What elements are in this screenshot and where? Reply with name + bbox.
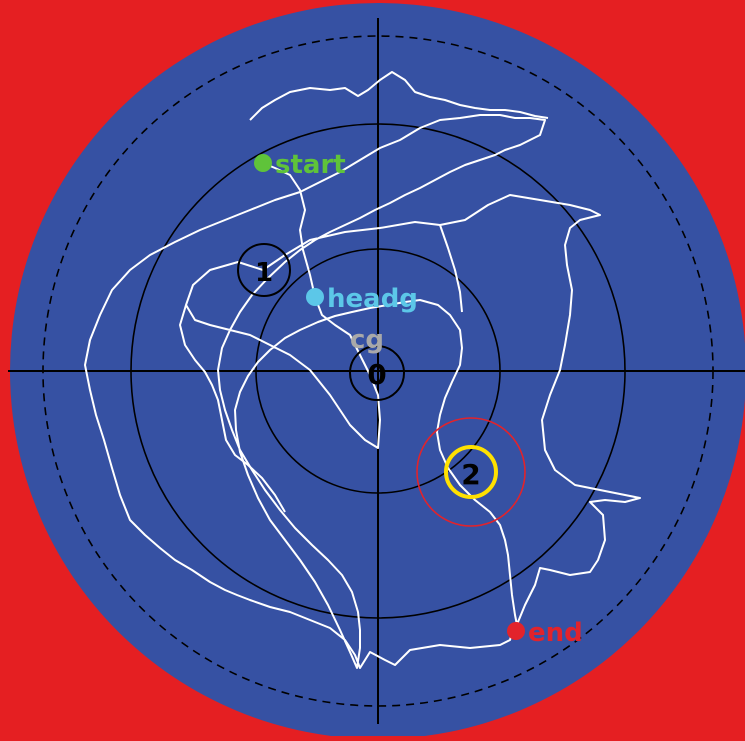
end-label: end [528,618,583,648]
start-dot [254,154,272,172]
swim-path-left-loop [179,304,286,513]
target-platform-ring [444,445,498,499]
platform-1-label: 1 [255,258,273,288]
end-dot [507,622,525,640]
swim-path [84,114,641,669]
swim-path-upper [249,71,549,121]
start-label: start [275,150,346,180]
inner-annulus [255,248,501,494]
cg-label: cg [350,325,384,355]
middle-annulus [130,123,626,619]
platform-0-label: 0 [367,358,386,391]
headg-dot [306,288,324,306]
target-zone-ring [416,417,526,527]
swim-path-right-loop [439,224,463,313]
platform-2-label: 2 [461,458,480,491]
platform-0-circle [349,345,405,401]
platform-1-circle [237,243,291,297]
outer-annulus-dashed [42,35,714,707]
headg-label: headg [327,284,418,314]
